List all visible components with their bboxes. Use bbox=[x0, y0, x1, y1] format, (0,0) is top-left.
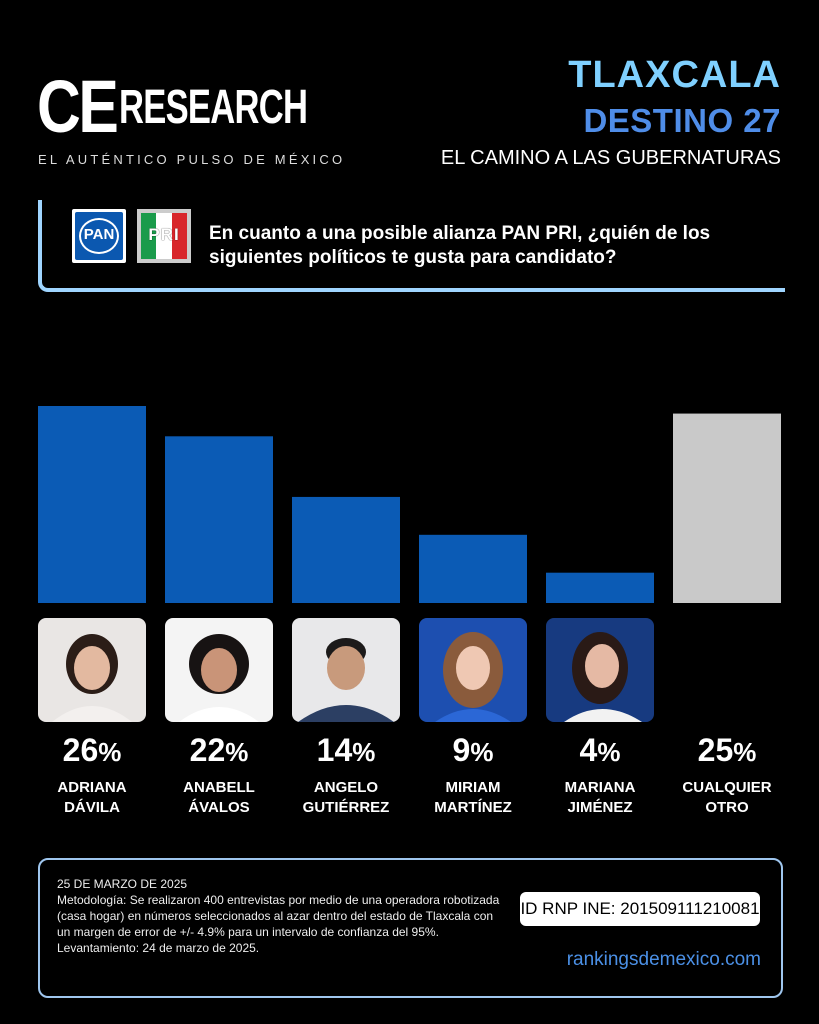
percent-sign: % bbox=[733, 737, 757, 767]
pri-logo: PRI bbox=[137, 209, 191, 263]
bar-adriana-davila bbox=[38, 406, 146, 603]
survey-question: En cuanto a una posible alianza PAN PRI,… bbox=[209, 223, 711, 268]
bar-cualquier-otro bbox=[673, 413, 781, 603]
name-line: OTRO bbox=[705, 799, 749, 816]
methodology-box bbox=[38, 858, 783, 998]
tagline: EL AUTÉNTICO PULSO DE MÉXICO bbox=[38, 152, 346, 167]
pan-logo: PAN bbox=[72, 209, 126, 263]
pan-logo-text: PAN bbox=[83, 226, 115, 243]
name-cualquier-otro: CUALQUIER OTRO bbox=[657, 778, 797, 818]
percentage-value: 9 bbox=[452, 732, 471, 768]
name-line: MARIANA bbox=[564, 779, 636, 796]
percent-sign: % bbox=[597, 737, 621, 767]
bar-miriam-martinez bbox=[419, 534, 527, 603]
fieldwork-date: Levantamiento: 24 de marzo de 2025. bbox=[57, 941, 260, 955]
ce-research-logo: CE RESEARCH bbox=[37, 70, 317, 144]
percentage-mariana-jimenez: 4% bbox=[530, 732, 670, 769]
methodology-description: Metodología: Se realizaron 400 entrevist… bbox=[57, 893, 500, 939]
name-miriam-martinez: MIRIAM MARTÍNEZ bbox=[403, 778, 543, 818]
name-line: MARTÍNEZ bbox=[434, 799, 512, 816]
series-title: DESTINO 27 bbox=[583, 102, 781, 139]
name-line: ANGELO bbox=[313, 779, 379, 796]
state-title: TLAXCALA bbox=[568, 54, 781, 96]
logo-research: RESEARCH bbox=[119, 81, 308, 134]
bar-mariana-jimenez bbox=[546, 572, 654, 603]
photo-angelo-gutierrez bbox=[292, 618, 400, 722]
name-line: ANABELL bbox=[183, 779, 255, 796]
name-angelo-gutierrez: ANGELO GUTIÉRREZ bbox=[276, 778, 416, 818]
survey-date: 25 DE MARZO DE 2025 bbox=[57, 877, 188, 891]
percentage-anabell-avalos: 22% bbox=[149, 732, 289, 769]
name-line: GUTIÉRREZ bbox=[302, 799, 390, 816]
percentage-value: 26 bbox=[62, 732, 99, 768]
photo-adriana-davila bbox=[38, 618, 146, 722]
percentage-adriana-davila: 26% bbox=[22, 732, 162, 769]
percentage-cualquier-otro: 25% bbox=[657, 732, 797, 769]
pri-logo-text: PRI bbox=[148, 225, 180, 244]
name-mariana-jimenez: MARIANA JIMÉNEZ bbox=[530, 778, 670, 818]
name-line: MIRIAM bbox=[445, 779, 501, 796]
percentage-value: 14 bbox=[316, 732, 353, 768]
percent-sign: % bbox=[98, 737, 122, 767]
photo-mariana-jimenez bbox=[546, 618, 654, 722]
percentage-angelo-gutierrez: 14% bbox=[276, 732, 416, 769]
name-line: CUALQUIER bbox=[682, 779, 772, 796]
name-anabell-avalos: ANABELL ÁVALOS bbox=[149, 778, 289, 818]
website-link[interactable]: rankingsdemexico.com bbox=[566, 949, 761, 970]
question-frame bbox=[38, 200, 785, 292]
percentage-miriam-martinez: 9% bbox=[403, 732, 543, 769]
percentage-value: 22 bbox=[189, 732, 226, 768]
percent-sign: % bbox=[470, 737, 494, 767]
name-adriana-davila: ADRIANA DÁVILA bbox=[22, 778, 162, 818]
logo-ce: CE bbox=[37, 65, 119, 148]
subtitle: EL CAMINO A LAS GUBERNATURAS bbox=[440, 147, 781, 169]
percent-sign: % bbox=[225, 737, 249, 767]
photo-anabell-avalos bbox=[165, 618, 273, 722]
bar-anabell-avalos bbox=[165, 436, 273, 603]
photo-miriam-martinez bbox=[419, 618, 527, 722]
name-line: ÁVALOS bbox=[188, 799, 250, 816]
methodology-text: 25 DE MARZO DE 2025 Metodología: Se real… bbox=[57, 876, 502, 956]
percent-sign: % bbox=[352, 737, 376, 767]
name-line: ADRIANA bbox=[57, 779, 127, 796]
percentage-value: 25 bbox=[697, 732, 734, 768]
percentage-value: 4 bbox=[579, 732, 598, 768]
rnp-id-badge: ID RNP INE: 201509111210081 bbox=[520, 892, 760, 926]
name-line: JIMÉNEZ bbox=[567, 799, 633, 816]
bar-angelo-gutierrez bbox=[292, 496, 400, 603]
name-line: DÁVILA bbox=[64, 799, 120, 816]
